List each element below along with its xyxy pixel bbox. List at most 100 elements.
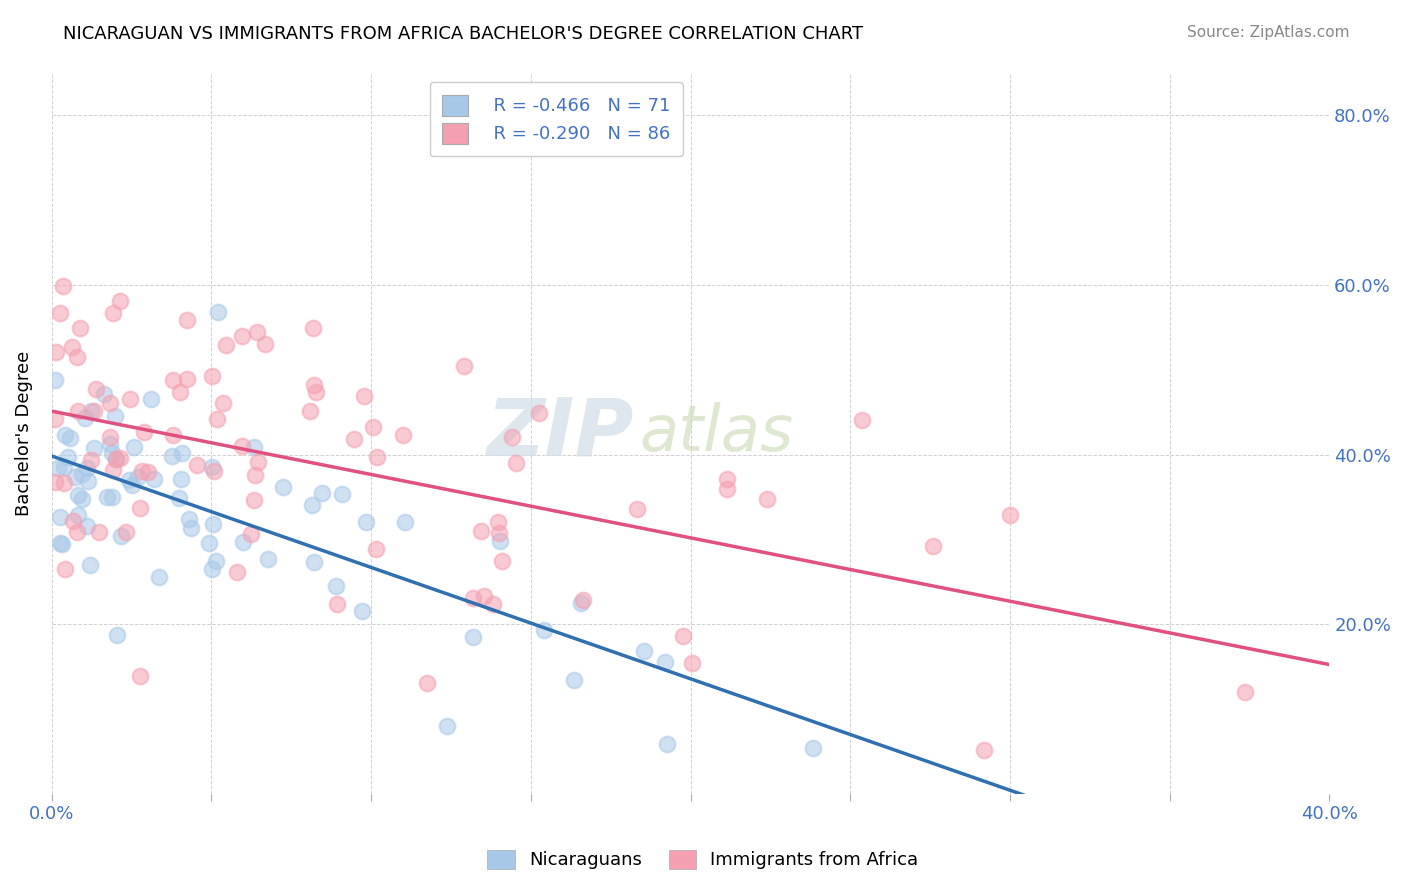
Point — [60, 340, 83, 354]
Point — [232, 534, 254, 549]
Point — [416, 675, 439, 690]
Point — [305, 385, 328, 400]
Point — [243, 440, 266, 454]
Point — [101, 463, 124, 477]
Point — [681, 657, 703, 671]
Point — [343, 432, 366, 446]
Point — [505, 457, 527, 471]
Text: atlas: atlas — [640, 402, 793, 465]
Point — [245, 467, 267, 482]
Text: NICARAGUAN VS IMMIGRANTS FROM AFRICA BACHELOR'S DEGREE CORRELATION CHART: NICARAGUAN VS IMMIGRANTS FROM AFRICA BAC… — [63, 25, 863, 43]
Point — [134, 425, 156, 439]
Point — [626, 502, 648, 516]
Point — [76, 518, 98, 533]
Point — [179, 512, 201, 526]
Point — [186, 458, 208, 473]
Point — [246, 325, 269, 339]
Point — [98, 396, 121, 410]
Point — [129, 669, 152, 683]
Point — [463, 591, 485, 605]
Point — [364, 541, 387, 556]
Legend: Nicaraguans, Immigrants from Africa: Nicaraguans, Immigrants from Africa — [478, 841, 928, 879]
Point — [44, 412, 66, 426]
Point — [491, 554, 513, 568]
Point — [67, 488, 90, 502]
Point — [169, 384, 191, 399]
Point — [80, 404, 103, 418]
Point — [488, 525, 510, 540]
Point — [51, 537, 73, 551]
Point — [52, 476, 75, 491]
Point — [226, 565, 249, 579]
Point — [76, 461, 98, 475]
Point — [1233, 684, 1256, 698]
Point — [104, 409, 127, 424]
Point — [101, 491, 124, 505]
Point — [716, 472, 738, 486]
Point — [44, 475, 66, 489]
Point — [271, 479, 294, 493]
Point — [463, 630, 485, 644]
Point — [205, 554, 228, 568]
Point — [311, 485, 333, 500]
Point — [354, 516, 377, 530]
Point — [202, 516, 225, 531]
Point — [998, 508, 1021, 522]
Point — [66, 403, 89, 417]
Point — [716, 483, 738, 497]
Point — [115, 524, 138, 539]
Point — [453, 359, 475, 373]
Point — [167, 491, 190, 506]
Point — [470, 524, 492, 539]
Point — [654, 656, 676, 670]
Point — [474, 590, 496, 604]
Point — [176, 372, 198, 386]
Point — [672, 629, 695, 643]
Point — [66, 525, 89, 540]
Point — [70, 467, 93, 481]
Point — [66, 350, 89, 364]
Point — [110, 529, 132, 543]
Point — [59, 431, 82, 445]
Point — [394, 515, 416, 529]
Point — [501, 430, 523, 444]
Point — [162, 373, 184, 387]
Point — [96, 491, 118, 505]
Point — [247, 455, 270, 469]
Point — [84, 382, 107, 396]
Point — [201, 460, 224, 475]
Point — [391, 427, 413, 442]
Point — [302, 321, 325, 335]
Point — [98, 436, 121, 450]
Point — [53, 427, 76, 442]
Point — [299, 404, 322, 418]
Point — [922, 540, 945, 554]
Point — [122, 440, 145, 454]
Point — [533, 623, 555, 637]
Point — [205, 411, 228, 425]
Point — [129, 501, 152, 516]
Point — [70, 491, 93, 506]
Point — [76, 474, 98, 488]
Point — [69, 321, 91, 335]
Point — [215, 338, 238, 352]
Point — [73, 411, 96, 425]
Point — [176, 313, 198, 327]
Point — [198, 536, 221, 550]
Point — [136, 465, 159, 479]
Point — [104, 452, 127, 467]
Point — [44, 373, 66, 387]
Point — [127, 470, 149, 484]
Point — [142, 472, 165, 486]
Legend:   R = -0.466   N = 71,   R = -0.290   N = 86: R = -0.466 N = 71, R = -0.290 N = 86 — [430, 82, 683, 156]
Point — [482, 598, 505, 612]
Point — [326, 597, 349, 611]
Point — [801, 740, 824, 755]
Point — [121, 477, 143, 491]
Point — [172, 446, 194, 460]
Point — [486, 515, 509, 529]
Point — [120, 392, 142, 406]
Point — [633, 644, 655, 658]
Point — [201, 562, 224, 576]
Point — [436, 719, 458, 733]
